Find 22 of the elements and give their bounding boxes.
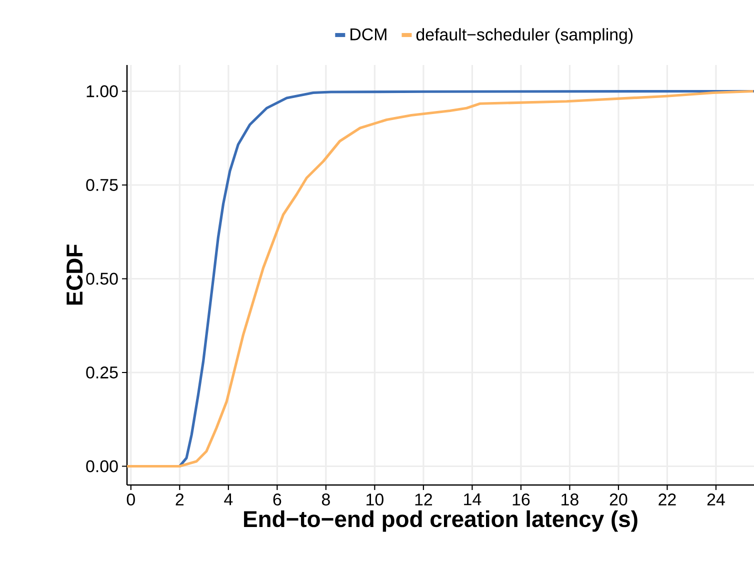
x-tick-label: 24 <box>707 494 725 506</box>
y-tick-label: 0.00 <box>86 460 118 472</box>
x-tick-label: 8 <box>322 494 330 506</box>
x-axis-title: End−to−end pod creation latency (s) <box>244 510 638 532</box>
x-tick-label: 14 <box>464 494 482 506</box>
legend-label: default−scheduler (sampling) <box>416 28 633 44</box>
y-tick-label: 0.25 <box>86 366 118 378</box>
x-tick-label: 6 <box>273 494 282 506</box>
x-tick-label: 18 <box>562 494 578 506</box>
x-tick-label: 0 <box>126 494 135 506</box>
x-tick-label: 12 <box>415 494 432 506</box>
x-tick-label: 22 <box>658 494 676 506</box>
x-tick-label: 16 <box>512 494 530 506</box>
x-tick-label: 10 <box>366 494 384 506</box>
x-tick-label: 4 <box>224 494 233 506</box>
y-tick-label: 0.75 <box>86 178 118 191</box>
y-tick-label: 0.50 <box>86 272 118 285</box>
x-tick-label: 2 <box>176 494 184 506</box>
x-tick-label: 20 <box>610 494 628 506</box>
legend-label: DCM <box>350 28 386 40</box>
y-axis-title: ECDF <box>66 244 83 305</box>
y-tick-label: 1.00 <box>86 85 118 98</box>
